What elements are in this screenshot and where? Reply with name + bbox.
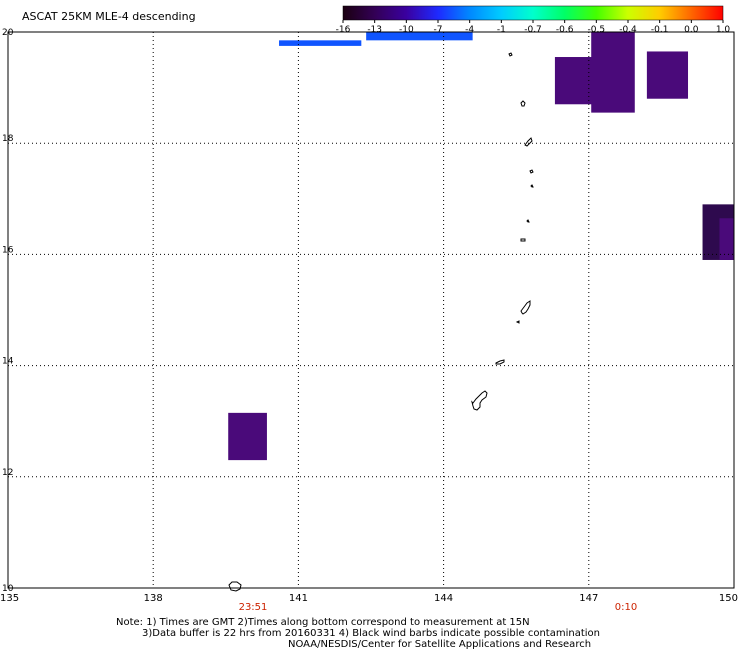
latitude-label: 14 [2,357,14,367]
lat-lon-grid [8,32,734,588]
longitude-labels: 135 138 141 144 147 150 [0,593,738,604]
note-line-1: Note: 1) Times are GMT 2)Times along bot… [116,617,530,628]
wind-data-cell [646,51,689,99]
longitude-label: 141 [289,593,308,604]
wind-data-cell [719,218,734,260]
colorbar-tick-label: -16 [336,25,351,35]
colorbar-tick-label: 1.0 [716,25,731,35]
longitude-label: 150 [719,593,738,604]
island-outline [520,100,526,107]
latitude-label: 10 [2,584,14,594]
colorbar-tick-label: -7 [434,25,443,35]
latitude-label: 18 [2,134,14,144]
island-outline [515,320,520,324]
island-outline [524,137,533,147]
island-outline [508,52,513,57]
colorbar-scale [342,5,724,21]
colorbar-tick-label: -0.7 [524,25,542,35]
island-outline [520,238,526,242]
island-outline [228,581,242,592]
island-outline [529,169,534,174]
island-outline [530,184,534,188]
note-line-3: NOAA/NESDIS/Center for Satellite Applica… [288,639,591,650]
map-title: ASCAT 25KM MLE-4 descending [22,10,196,23]
start-time-label: 23:51 [239,602,268,613]
island-outline [495,359,505,365]
island-outline [520,300,531,315]
longitude-label: 138 [144,593,163,604]
longitude-label: 135 [0,593,19,604]
latitude-labels: 20 18 16 14 12 10 [2,28,14,594]
wind-data-cell [279,40,362,46]
colorbar-tick-label: -1 [497,25,506,35]
colorbar-tick-label: -0.6 [556,25,574,35]
wind-data-cell [591,32,635,113]
longitude-label: 147 [579,593,598,604]
colorbar: -16 -13 -10 -7 -4 -1 -0.7 -0.6 -0.5 -0.4 -0.1 0.0 1.… [336,5,731,35]
longitude-label: 144 [434,593,453,604]
latitude-label: 16 [2,245,14,255]
island-outline [471,390,488,411]
island-outline [526,219,530,223]
colorbar-tick-label: -0.1 [651,25,669,35]
colorbar-tick-label: 0.0 [684,25,699,35]
latitude-label: 12 [2,468,13,478]
colorbar-tick-label: -13 [367,25,382,35]
wind-data-cell [366,32,473,41]
colorbar-tick-label: -0.4 [619,25,637,35]
colorbar-tick-label: -10 [399,25,414,35]
wind-data-cell [228,412,267,461]
latitude-label: 20 [2,28,14,38]
island-coastlines [228,52,534,592]
end-time-label: 0:10 [615,602,637,613]
colorbar-tick-label: -0.5 [588,25,606,35]
colorbar-tick-label: -4 [465,25,474,35]
note-line-2: 3)Data buffer is 22 hrs from 20160331 4)… [142,628,600,639]
wind-data-cells [228,32,734,461]
plot-frame [7,31,735,589]
